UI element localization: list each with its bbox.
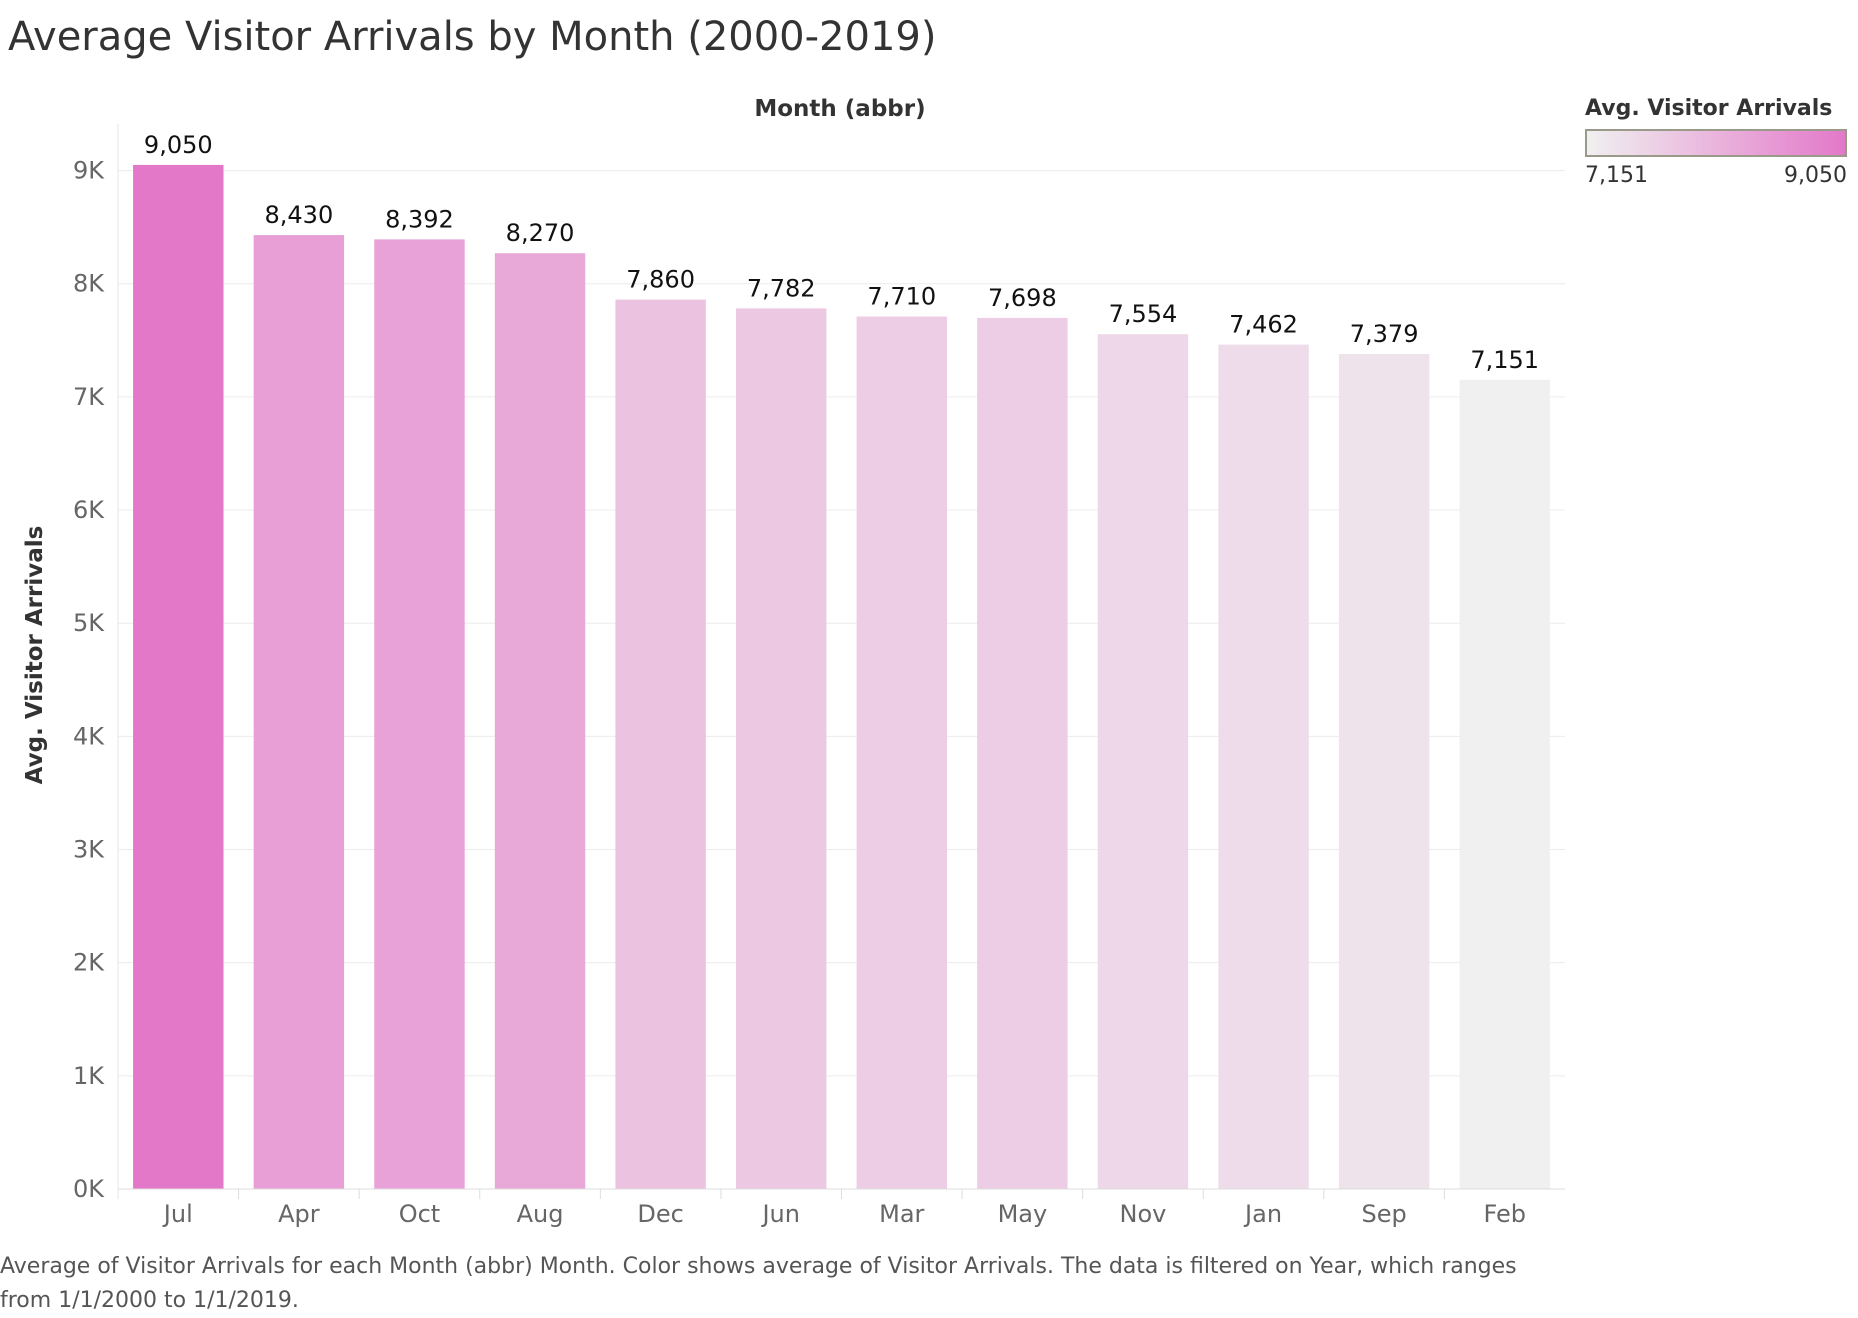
legend-range-labels: 7,151 9,050 — [1585, 163, 1847, 188]
y-tick-label: 7K — [73, 383, 105, 411]
y-axis-ticks: 0K 1K 2K 3K 4K 5K 6K 7K 8K 9K — [73, 157, 105, 1203]
x-tick-label: Oct — [399, 1200, 441, 1228]
x-tick-label: Apr — [278, 1200, 320, 1228]
bar[interactable] — [133, 164, 224, 1190]
bar-value-label: 7,554 — [1109, 300, 1178, 328]
bar-value-label: 7,860 — [626, 266, 695, 294]
chart-caption: Average of Visitor Arrivals for each Mon… — [0, 1254, 1517, 1313]
legend-min-label: 7,151 — [1585, 163, 1648, 188]
x-tick-label: Mar — [879, 1200, 924, 1228]
x-tick-label: Jun — [760, 1200, 800, 1228]
y-tick-label: 4K — [73, 722, 105, 750]
x-tick-label: Nov — [1120, 1200, 1167, 1228]
y-tick-label: 5K — [73, 609, 105, 637]
gridlines — [118, 170, 1565, 1077]
x-tick-label: Dec — [637, 1200, 683, 1228]
bars — [133, 164, 1550, 1190]
bar[interactable] — [615, 299, 706, 1189]
y-tick-label: 8K — [73, 270, 105, 298]
x-tick-label: Jul — [162, 1200, 193, 1228]
bar[interactable] — [253, 235, 345, 1189]
bar-chart: Month (abbr) Avg. Visitor Arrivals 0K 1K 2… — [22, 96, 1565, 1228]
bar-value-label: 7,379 — [1350, 320, 1419, 348]
chart-title: Average Visitor Arrivals by Month (2000-… — [8, 14, 937, 60]
bar[interactable] — [374, 239, 465, 1189]
y-tick-label: 6K — [73, 496, 105, 524]
legend-color-ramp — [1585, 129, 1847, 157]
y-tick-label: 2K — [73, 949, 105, 977]
x-axis-ticks: Jul Apr Oct Aug Dec Jun Mar May Nov Jan Sep Feb — [117, 1189, 1526, 1228]
bar-value-labels: 9,050 8,430 8,392 8,270 7,860 7,782 7,710 7,698… — [144, 131, 1539, 374]
column-header: Month (abbr) — [754, 96, 925, 122]
x-tick-label: Jan — [1243, 1200, 1282, 1228]
bar[interactable] — [494, 253, 586, 1189]
y-tick-label: 3K — [73, 836, 105, 864]
bar[interactable] — [1338, 354, 1430, 1189]
bar-value-label: 7,698 — [988, 284, 1057, 312]
y-tick-label: 9K — [73, 157, 105, 185]
bar[interactable] — [1459, 379, 1550, 1190]
y-axis-label: Avg. Visitor Arrivals — [22, 526, 48, 785]
legend-title: Avg. Visitor Arrivals — [1585, 96, 1833, 121]
bar-value-label: 8,392 — [385, 205, 454, 233]
x-tick-label: Feb — [1483, 1200, 1526, 1228]
bar-value-label: 7,782 — [747, 274, 816, 302]
bar-value-label: 9,050 — [144, 131, 213, 159]
y-tick-label: 1K — [73, 1062, 105, 1090]
y-tick-label: 0K — [73, 1175, 105, 1203]
bar[interactable] — [1097, 334, 1189, 1189]
x-tick-label: May — [998, 1200, 1048, 1228]
legend-max-label: 9,050 — [1784, 163, 1847, 188]
bar-value-label: 8,430 — [265, 201, 334, 229]
bar-value-label: 8,270 — [506, 219, 575, 247]
bar[interactable] — [856, 316, 948, 1190]
bar[interactable] — [977, 317, 1068, 1189]
bar-value-label: 7,710 — [867, 283, 936, 311]
color-legend: Avg. Visitor Arrivals 7,151 9,050 — [1585, 96, 1855, 188]
bar[interactable] — [1218, 344, 1309, 1189]
bar-value-label: 7,151 — [1470, 346, 1539, 374]
bar[interactable] — [735, 308, 827, 1189]
bar-value-label: 7,462 — [1229, 311, 1298, 339]
x-tick-label: Sep — [1362, 1200, 1407, 1228]
x-tick-label: Aug — [517, 1200, 564, 1228]
